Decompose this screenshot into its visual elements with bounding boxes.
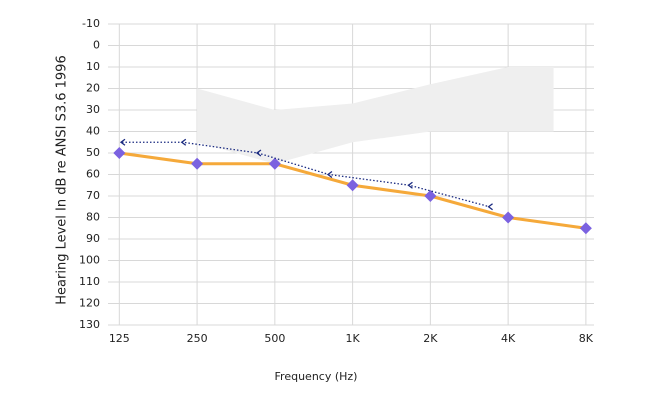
y-tick-label: 120 <box>79 297 100 310</box>
y-tick-label: 0 <box>93 39 100 52</box>
angle-marker <box>326 170 333 179</box>
diamond-marker <box>346 179 359 192</box>
y-tick-label: 20 <box>86 82 100 95</box>
shaded-region <box>197 67 554 164</box>
angle-marker <box>487 203 493 211</box>
diamond-marker <box>191 157 204 170</box>
y-tick-label: 40 <box>86 125 100 138</box>
y-tick-label: 90 <box>86 232 100 245</box>
angle-marker <box>255 149 262 157</box>
diamond-marker <box>113 147 126 159</box>
x-tick-label: 2K <box>423 332 438 345</box>
series-line <box>121 141 490 208</box>
x-tick-label: 125 <box>109 332 130 345</box>
y-tick-label: 50 <box>86 146 100 159</box>
y-tick-label: 80 <box>86 211 100 224</box>
angle-marker <box>180 138 187 146</box>
y-tick-label: -10 <box>82 17 100 30</box>
y-tick-label: 110 <box>79 275 100 288</box>
x-tick-label: 8K <box>579 332 594 345</box>
y-tick-label: 30 <box>86 103 100 116</box>
y-tick-label: 10 <box>86 60 100 73</box>
diamond-marker <box>502 211 515 224</box>
x-axis-label: Frequency (Hz) <box>275 370 358 383</box>
y-tick-label: 70 <box>86 189 100 202</box>
angle-marker <box>407 181 413 189</box>
diamond-marker <box>268 157 281 170</box>
x-tick-label: 250 <box>187 332 208 345</box>
y-tick-label: 60 <box>86 168 100 181</box>
y-tick-label: 100 <box>79 254 100 267</box>
diamond-marker <box>424 190 437 202</box>
y-tick-label: 130 <box>79 318 100 331</box>
angle-marker <box>119 138 126 146</box>
diamond-marker <box>579 222 592 235</box>
x-tick-label: 500 <box>264 332 285 345</box>
y-axis-label: Hearing Level In dB re ANSI S3.6 1996 <box>55 55 70 304</box>
x-tick-label: 4K <box>501 332 516 345</box>
x-tick-label: 1K <box>345 332 360 345</box>
